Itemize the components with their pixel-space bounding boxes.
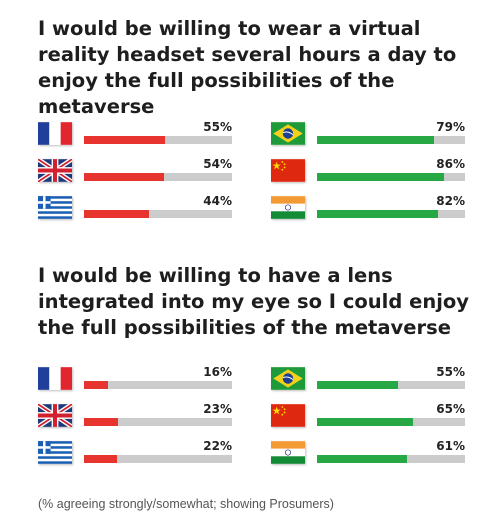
value-label: 22% (203, 439, 232, 453)
bar (317, 173, 445, 181)
bar-track (84, 173, 232, 181)
bar-track (317, 418, 465, 426)
bar-track (317, 210, 465, 218)
france-flag-icon (38, 122, 72, 145)
greece-flag-icon (38, 441, 72, 464)
india-flag-icon (271, 196, 305, 219)
value-label: 65% (436, 402, 465, 416)
france-flag-icon (38, 367, 72, 390)
value-label: 55% (203, 120, 232, 134)
india-flag-icon (271, 441, 305, 464)
bar-track (84, 418, 232, 426)
bar (317, 381, 399, 389)
bar-track (317, 455, 465, 463)
bar-row: 86% (271, 157, 465, 187)
chart-1-title: I would be willing to wear a virtual rea… (38, 17, 457, 118)
bar-track (84, 381, 232, 389)
bar-row: 55% (38, 120, 232, 150)
bar (317, 136, 434, 144)
bar-track (317, 173, 465, 181)
bar-row: 61% (271, 439, 465, 469)
bar-track (84, 455, 232, 463)
bar-track (84, 136, 232, 144)
value-label: 79% (436, 120, 465, 134)
bar-row: 22% (38, 439, 232, 469)
bar (84, 173, 164, 181)
bar (84, 381, 108, 389)
bar-track (84, 210, 232, 218)
value-label: 23% (203, 402, 232, 416)
brazil-flag-icon (271, 122, 305, 145)
bar-row: 23% (36, 402, 232, 432)
bar (317, 455, 408, 463)
bar (84, 136, 166, 144)
bar-row: 44% (38, 194, 232, 224)
value-label: 86% (436, 157, 465, 171)
footnote: (% agreeing strongly/somewhat; showing P… (38, 497, 334, 511)
bar (317, 210, 439, 218)
bar-track (317, 136, 465, 144)
bar (84, 455, 117, 463)
bar-row: 79% (271, 120, 465, 150)
uk-flag-icon (36, 157, 74, 184)
bar-row: 16% (38, 365, 232, 395)
china-flag-icon (271, 404, 305, 427)
bar-row: 55% (271, 365, 465, 395)
bar-track (317, 381, 465, 389)
value-label: 16% (203, 365, 232, 379)
value-label: 54% (203, 157, 232, 171)
value-label: 82% (436, 194, 465, 208)
value-label: 55% (436, 365, 465, 379)
greece-flag-icon (38, 196, 72, 219)
chart-2-title: I would be willing to have a lens integr… (38, 264, 469, 339)
value-label: 61% (436, 439, 465, 453)
brazil-flag-icon (271, 367, 305, 390)
bar (317, 418, 414, 426)
bar-row: 82% (271, 194, 465, 224)
bar (84, 210, 150, 218)
value-label: 44% (203, 194, 232, 208)
bar-row: 54% (36, 157, 232, 187)
china-flag-icon (271, 159, 305, 182)
uk-flag-icon (36, 402, 74, 429)
bar (84, 418, 119, 426)
bar-row: 65% (271, 402, 465, 432)
